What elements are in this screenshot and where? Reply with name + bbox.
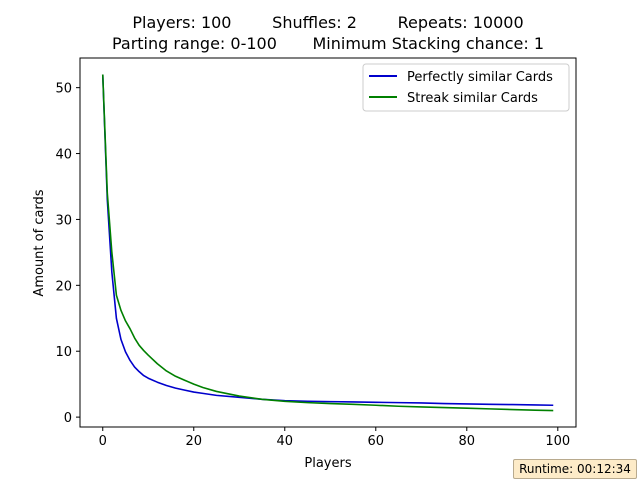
y-tick-label: 30 [55,213,72,228]
x-tick-label: 20 [185,434,202,449]
plot-frame [79,57,577,428]
x-tick-label: 80 [459,434,476,449]
x-tick-label: 60 [368,434,385,449]
legend-label-streak-similar: Streak similar Cards [407,91,538,106]
legend-frame [362,63,570,112]
x-tick-label: 0 [99,434,107,449]
x-tick-label: 100 [545,434,570,449]
y-tick-label: 20 [55,279,72,294]
legend-label-perfectly-similar: Perfectly similar Cards [407,70,553,85]
runtime-badge: Runtime: 00:12:34 [513,459,637,479]
y-tick-label: 10 [55,345,72,360]
x-axis-ticks: 0 20 40 60 80 100 [99,427,570,449]
y-axis-ticks: 0 10 20 30 40 50 [55,82,80,426]
x-axis-label: Players [304,456,351,471]
y-tick-label: 0 [64,411,72,426]
plot-lines [101,74,554,412]
series-line-perfectly-similar [101,74,554,407]
x-tick-label: 40 [276,434,293,449]
y-axis-label: Amount of cards [32,189,47,296]
y-tick-label: 50 [55,82,72,97]
y-tick-label: 40 [55,148,72,163]
legend: Perfectly similar Cards Streak similar C… [362,63,570,112]
series-line-streak-similar [101,74,554,412]
chart-title-line1: Players: 100 Shuffles: 2 Repeats: 10000 [132,13,523,32]
chart-title-line2: Parting range: 0-100 Minimum Stacking ch… [112,34,544,53]
